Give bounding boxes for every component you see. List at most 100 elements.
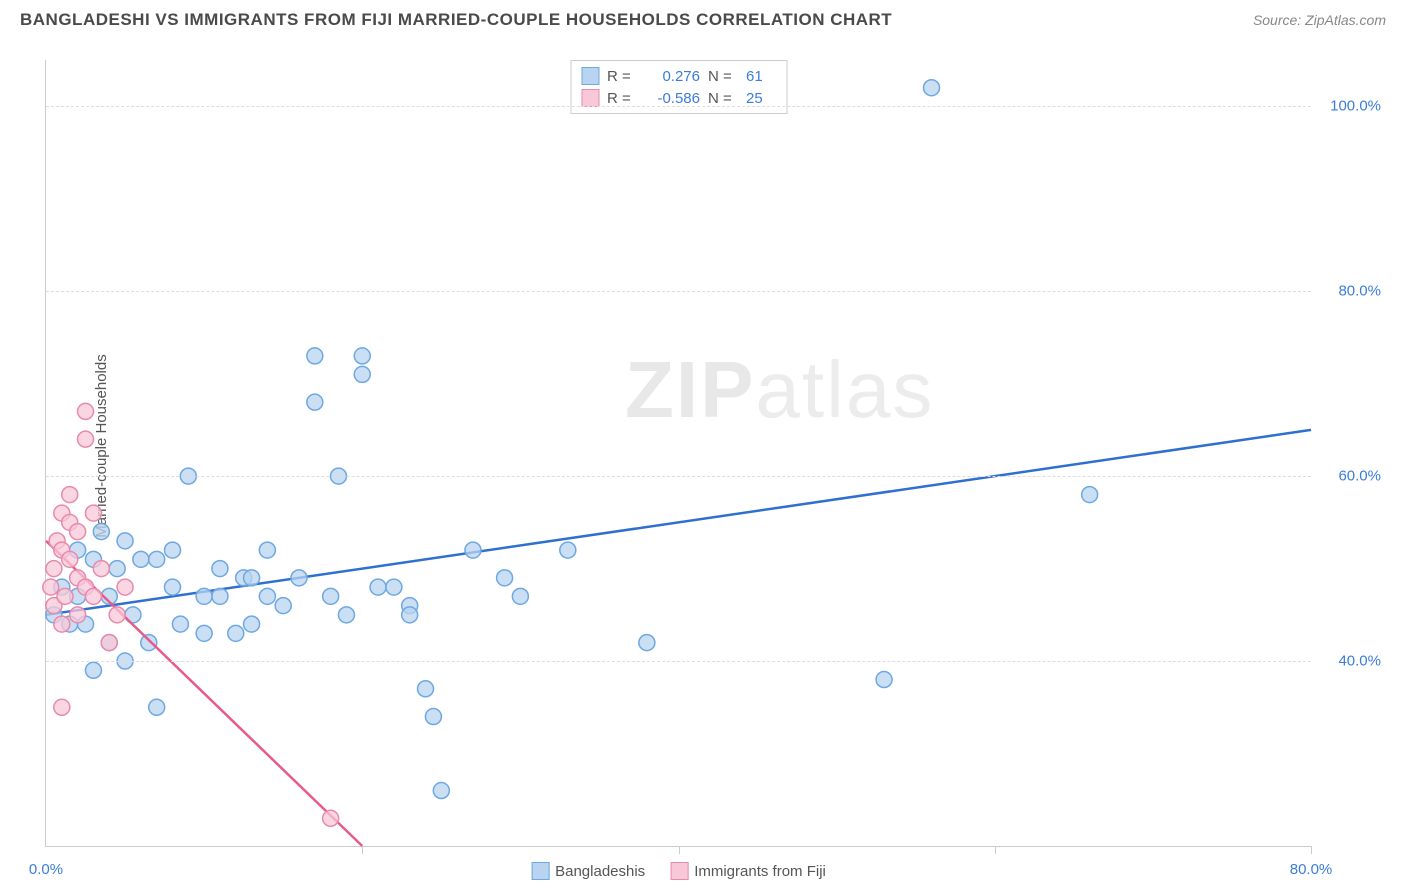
data-point — [196, 625, 212, 641]
y-tick-label: 40.0% — [1338, 653, 1381, 670]
data-point — [172, 616, 188, 632]
legend-swatch — [531, 862, 549, 880]
data-point — [386, 579, 402, 595]
y-tick-label: 100.0% — [1330, 98, 1381, 115]
data-point — [354, 348, 370, 364]
source-label: Source: — [1253, 12, 1301, 28]
data-point — [165, 542, 181, 558]
data-point — [109, 561, 125, 577]
data-point — [212, 561, 228, 577]
data-point — [465, 542, 481, 558]
legend-series-label: Bangladeshis — [555, 863, 645, 880]
data-point — [639, 635, 655, 651]
data-point — [85, 662, 101, 678]
data-point — [244, 616, 260, 632]
data-point — [212, 588, 228, 604]
data-point — [117, 579, 133, 595]
data-point — [323, 810, 339, 826]
data-point — [275, 598, 291, 614]
scatter-plot-svg — [46, 60, 1311, 846]
chart-header: BANGLADESHI VS IMMIGRANTS FROM FIJI MARR… — [0, 0, 1406, 35]
r-label: R = — [607, 90, 637, 107]
data-point — [46, 561, 62, 577]
series-legend: Bangladeshis Immigrants from Fiji — [531, 862, 826, 880]
data-point — [149, 551, 165, 567]
r-label: R = — [607, 68, 637, 85]
data-point — [876, 672, 892, 688]
legend-swatch — [581, 89, 599, 107]
legend-series-item: Immigrants from Fiji — [670, 862, 826, 880]
x-tick-label: 0.0% — [29, 861, 63, 878]
data-point — [62, 487, 78, 503]
data-point — [141, 635, 157, 651]
data-point — [924, 80, 940, 96]
chart-plot-area: ZIPatlas R =0.276N =61R =-0.586N =25 Ban… — [45, 60, 1311, 847]
x-tick — [1311, 846, 1312, 854]
data-point — [196, 588, 212, 604]
data-point — [259, 542, 275, 558]
x-tick — [362, 846, 363, 854]
data-point — [70, 607, 86, 623]
data-point — [57, 588, 73, 604]
data-point — [43, 579, 59, 595]
data-point — [93, 561, 109, 577]
data-point — [78, 431, 94, 447]
data-point — [78, 403, 94, 419]
trend-line — [46, 430, 1311, 615]
data-point — [560, 542, 576, 558]
data-point — [54, 699, 70, 715]
r-value: -0.586 — [645, 90, 700, 107]
data-point — [133, 551, 149, 567]
legend-stat-row: R = 0.276 N = 61 — [581, 65, 776, 87]
data-point — [85, 505, 101, 521]
y-tick-label: 80.0% — [1338, 283, 1381, 300]
data-point — [54, 616, 70, 632]
data-point — [70, 524, 86, 540]
gridline — [46, 291, 1311, 292]
data-point — [354, 366, 370, 382]
n-value: 61 — [746, 68, 776, 85]
data-point — [149, 699, 165, 715]
n-label: N = — [708, 68, 738, 85]
legend-series-label: Immigrants from Fiji — [694, 863, 826, 880]
data-point — [323, 588, 339, 604]
data-point — [512, 588, 528, 604]
y-tick-label: 60.0% — [1338, 468, 1381, 485]
gridline — [46, 106, 1311, 107]
legend-series-item: Bangladeshis — [531, 862, 645, 880]
data-point — [291, 570, 307, 586]
data-point — [402, 607, 418, 623]
data-point — [228, 625, 244, 641]
data-point — [85, 588, 101, 604]
data-point — [307, 348, 323, 364]
x-tick — [679, 846, 680, 854]
data-point — [418, 681, 434, 697]
source-attribution: Source: ZipAtlas.com — [1253, 12, 1386, 28]
data-point — [338, 607, 354, 623]
source-name: ZipAtlas.com — [1305, 12, 1386, 28]
legend-swatch — [581, 67, 599, 85]
data-point — [425, 709, 441, 725]
data-point — [433, 783, 449, 799]
data-point — [370, 579, 386, 595]
x-tick — [995, 846, 996, 854]
data-point — [101, 635, 117, 651]
data-point — [259, 588, 275, 604]
chart-title: BANGLADESHI VS IMMIGRANTS FROM FIJI MARR… — [20, 10, 892, 30]
data-point — [497, 570, 513, 586]
data-point — [1082, 487, 1098, 503]
data-point — [307, 394, 323, 410]
n-value: 25 — [746, 90, 776, 107]
data-point — [62, 551, 78, 567]
data-point — [165, 579, 181, 595]
legend-swatch — [670, 862, 688, 880]
r-value: 0.276 — [645, 68, 700, 85]
gridline — [46, 661, 1311, 662]
data-point — [244, 570, 260, 586]
n-label: N = — [708, 90, 738, 107]
data-point — [109, 607, 125, 623]
gridline — [46, 476, 1311, 477]
x-tick-label: 80.0% — [1290, 861, 1333, 878]
data-point — [117, 533, 133, 549]
data-point — [93, 524, 109, 540]
